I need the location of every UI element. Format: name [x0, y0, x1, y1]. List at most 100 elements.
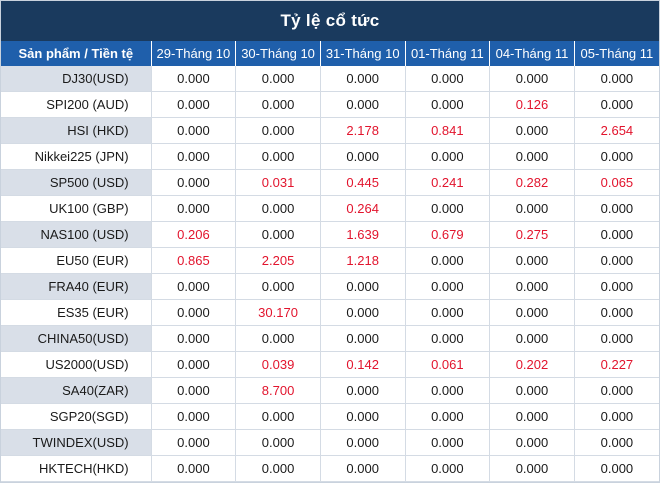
dividend-value-cell: 1.218 — [320, 247, 406, 274]
dividend-value-cell: 0.000 — [489, 143, 575, 170]
dividend-value-cell: 0.000 — [235, 91, 321, 118]
dividend-value-cell: 0.000 — [489, 455, 575, 482]
dividend-value-cell: 0.000 — [405, 195, 491, 222]
dividend-value-cell: 0.000 — [489, 403, 575, 430]
dividend-value-cell: 0.000 — [235, 273, 321, 300]
dividend-value-cell: 0.000 — [151, 403, 237, 430]
dividend-value-cell: 0.679 — [405, 221, 491, 248]
product-cell: CHINA50(USD) — [1, 325, 152, 352]
dividend-value-cell: 0.000 — [235, 66, 321, 92]
table-row: HSI (HKD) 0.000 0.000 2.178 0.841 0.000 2.654 — [1, 117, 659, 144]
column-header-date: 01-Tháng 11 — [405, 41, 491, 66]
dividend-value-cell: 0.241 — [405, 169, 491, 196]
dividend-value-cell: 0.000 — [405, 299, 491, 326]
dividend-value-cell: 1.639 — [320, 221, 406, 248]
table-row: NAS100 (USD) 0.206 0.000 1.639 0.679 0.275 0.0… — [1, 221, 659, 248]
column-header-date: 04-Tháng 11 — [489, 41, 575, 66]
table-row: SP500 (USD) 0.000 0.031 0.445 0.241 0.282 0.06… — [1, 169, 659, 196]
dividend-value-cell: 8.700 — [235, 377, 321, 404]
product-cell: Nikkei225 (JPN) — [1, 143, 152, 170]
table-row: DJ30(USD) 0.000 0.000 0.000 0.000 0.000 0.000 — [1, 66, 659, 92]
dividend-value-cell: 0.000 — [151, 429, 237, 456]
product-cell: UK100 (GBP) — [1, 195, 152, 222]
product-cell: EU50 (EUR) — [1, 247, 152, 274]
dividend-value-cell: 0.000 — [151, 325, 237, 352]
dividend-value-cell: 0.202 — [489, 351, 575, 378]
dividend-value-cell: 0.000 — [574, 273, 659, 300]
product-cell: DJ30(USD) — [1, 66, 152, 92]
table-header-row: Sản phẩm / Tiền tệ 29-Tháng 10 30-Tháng … — [1, 41, 659, 66]
dividend-value-cell: 0.000 — [489, 247, 575, 274]
dividend-value-cell: 0.000 — [235, 455, 321, 482]
dividend-value-cell: 0.000 — [151, 91, 237, 118]
dividend-value-cell: 0.061 — [405, 351, 491, 378]
column-header-date: 05-Tháng 11 — [574, 41, 659, 66]
dividend-value-cell: 0.206 — [151, 221, 237, 248]
table-row: TWINDEX(USD) 0.000 0.000 0.000 0.000 0.000 0.0… — [1, 429, 659, 456]
dividend-value-cell: 0.000 — [320, 91, 406, 118]
dividend-value-cell: 0.000 — [235, 429, 321, 456]
dividend-value-cell: 0.000 — [151, 117, 237, 144]
dividend-value-cell: 0.000 — [489, 195, 575, 222]
product-cell: NAS100 (USD) — [1, 221, 152, 248]
table-row: US2000(USD) 0.000 0.039 0.142 0.061 0.202 0.22… — [1, 351, 659, 378]
dividend-value-cell: 0.000 — [405, 247, 491, 274]
dividend-value-cell: 0.865 — [151, 247, 237, 274]
dividend-value-cell: 0.039 — [235, 351, 321, 378]
dividend-value-cell: 0.000 — [574, 195, 659, 222]
product-cell: ES35 (EUR) — [1, 299, 152, 326]
dividend-value-cell: 0.065 — [574, 169, 659, 196]
dividend-value-cell: 0.000 — [235, 195, 321, 222]
product-cell: HSI (HKD) — [1, 117, 152, 144]
dividend-value-cell: 0.000 — [320, 429, 406, 456]
dividend-value-cell: 0.000 — [151, 143, 237, 170]
dividend-value-cell: 0.282 — [489, 169, 575, 196]
dividend-value-cell: 0.000 — [574, 377, 659, 404]
table-row: Nikkei225 (JPN) 0.000 0.000 0.000 0.000 0.000… — [1, 143, 659, 170]
table-row: SA40(ZAR) 0.000 8.700 0.000 0.000 0.000 0.000 — [1, 377, 659, 404]
dividend-value-cell: 0.000 — [405, 377, 491, 404]
product-cell: SA40(ZAR) — [1, 377, 152, 404]
dividend-value-cell: 0.000 — [151, 351, 237, 378]
dividend-value-cell: 0.000 — [405, 455, 491, 482]
dividend-value-cell: 0.000 — [489, 429, 575, 456]
column-header-date: 31-Tháng 10 — [320, 41, 406, 66]
dividend-value-cell: 0.000 — [489, 325, 575, 352]
product-cell: SP500 (USD) — [1, 169, 152, 196]
table-row: SGP20(SGD) 0.000 0.000 0.000 0.000 0.000 0.000 — [1, 403, 659, 430]
column-header-date: 29-Tháng 10 — [151, 41, 237, 66]
dividend-value-cell: 2.205 — [235, 247, 321, 274]
dividend-value-cell: 0.000 — [235, 325, 321, 352]
dividend-value-cell: 0.000 — [489, 117, 575, 144]
product-cell: SPI200 (AUD) — [1, 91, 152, 118]
dividend-value-cell: 0.000 — [235, 117, 321, 144]
dividend-value-cell: 0.275 — [489, 221, 575, 248]
dividend-value-cell: 0.000 — [489, 273, 575, 300]
dividend-value-cell: 0.000 — [151, 66, 237, 92]
panel-title: Tỷ lệ cổ tức — [1, 1, 659, 41]
dividend-value-cell: 0.264 — [320, 195, 406, 222]
dividend-value-cell: 0.000 — [320, 325, 406, 352]
dividend-value-cell: 0.000 — [320, 377, 406, 404]
dividend-value-cell: 0.000 — [574, 403, 659, 430]
dividend-value-cell: 0.000 — [320, 273, 406, 300]
dividend-value-cell: 0.000 — [405, 325, 491, 352]
dividend-value-cell: 0.000 — [574, 455, 659, 482]
dividend-value-cell: 0.000 — [235, 143, 321, 170]
dividend-value-cell: 0.000 — [574, 221, 659, 248]
dividend-value-cell: 0.000 — [235, 403, 321, 430]
dividend-value-cell: 0.000 — [574, 325, 659, 352]
dividend-value-cell: 0.000 — [489, 299, 575, 326]
dividend-value-cell: 0.000 — [405, 273, 491, 300]
dividend-table: Sản phẩm / Tiền tệ 29-Tháng 10 30-Tháng … — [1, 41, 659, 482]
dividend-value-cell: 2.654 — [574, 117, 659, 144]
dividend-value-cell: 0.000 — [405, 143, 491, 170]
dividend-value-cell: 2.178 — [320, 117, 406, 144]
dividend-value-cell: 0.000 — [320, 299, 406, 326]
product-cell: HKTECH(HKD) — [1, 455, 152, 482]
dividend-value-cell: 0.142 — [320, 351, 406, 378]
dividend-value-cell: 0.227 — [574, 351, 659, 378]
dividend-value-cell: 30.170 — [235, 299, 321, 326]
dividend-value-cell: 0.000 — [151, 195, 237, 222]
dividend-value-cell: 0.000 — [235, 221, 321, 248]
